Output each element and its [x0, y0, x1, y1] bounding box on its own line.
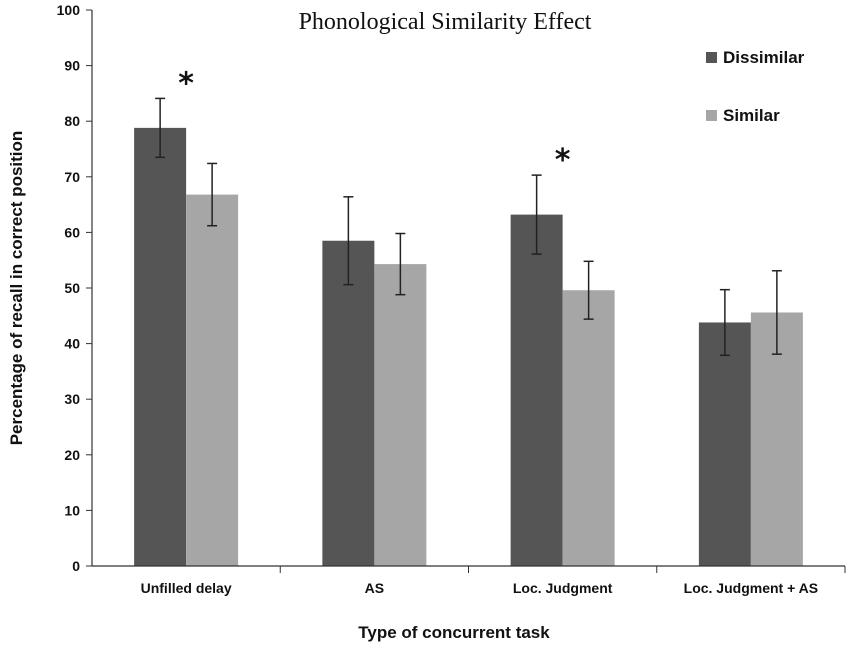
x-labels-group: Unfilled delay AS Loc. Judgment Loc. Judgme…	[141, 580, 818, 596]
x-tick-label: Unfilled delay	[141, 580, 232, 596]
x-tick-label: Loc. Judgment	[513, 580, 613, 596]
bar-dissimilar-2	[510, 214, 563, 566]
bars-group	[134, 127, 803, 567]
significance-star: *	[178, 66, 194, 101]
y-tick-label: 20	[64, 447, 80, 463]
y-tick-label: 10	[64, 502, 80, 518]
x-tick-label: Loc. Judgment + AS	[684, 580, 818, 596]
significance-star: *	[555, 143, 571, 178]
bar-dissimilar-3	[698, 322, 751, 566]
legend-label-dissimilar: Dissimilar	[723, 48, 805, 67]
bar-similar-0	[186, 194, 239, 567]
legend-swatch-dissimilar	[706, 52, 717, 63]
legend-label-similar: Similar	[723, 106, 780, 125]
y-tick-label: 50	[64, 280, 80, 296]
legend-swatch-similar	[706, 110, 717, 121]
y-axis-title: Percentage of recall in correct position	[7, 131, 26, 446]
x-tick-label: AS	[365, 580, 384, 596]
y-tick-label: 80	[64, 113, 80, 129]
y-tick-label: 30	[64, 391, 80, 407]
y-tick-label: 60	[64, 224, 80, 240]
y-tick-label: 70	[64, 169, 80, 185]
y-tick-label: 40	[64, 336, 80, 352]
y-tick-label: 90	[64, 58, 80, 74]
y-ticks-group: 0 10 20 30 40 50 60 70 80 90 100	[57, 2, 92, 574]
y-tick-label: 100	[57, 2, 81, 18]
significance-group: **	[178, 66, 571, 178]
bar-dissimilar-1	[322, 240, 375, 567]
error-bars-group	[155, 97, 782, 357]
y-tick-label: 0	[72, 558, 80, 574]
x-axis-title: Type of concurrent task	[358, 623, 550, 642]
bar-dissimilar-0	[134, 127, 187, 566]
legend: Dissimilar Similar	[706, 48, 805, 125]
bar-similar-2	[562, 290, 615, 566]
chart-title: Phonological Similarity Effect	[299, 9, 592, 35]
bar-similar-1	[374, 264, 427, 566]
